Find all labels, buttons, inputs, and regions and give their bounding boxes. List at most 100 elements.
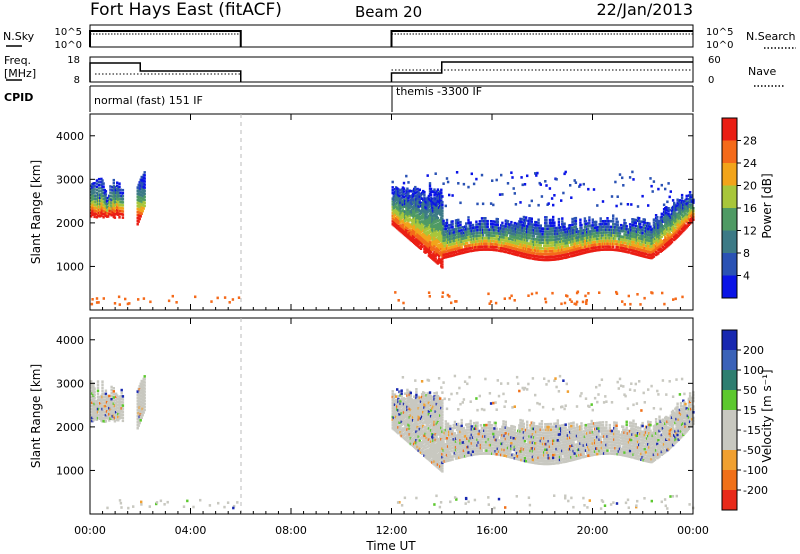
power-cell-3475 — [667, 226, 670, 230]
power-cell-3809 — [175, 301, 178, 304]
power-cell-3022 — [624, 230, 627, 234]
power-cell-3381 — [659, 247, 662, 251]
power-cell-2341 — [552, 215, 555, 219]
power-cell-2205 — [540, 195, 544, 198]
power-cell-2187 — [539, 244, 542, 247]
power-cell-1285 — [446, 180, 450, 184]
power-cell-3729 — [672, 298, 675, 301]
power-cell-1321 — [451, 251, 454, 254]
power-cell-1 — [90, 212, 93, 215]
power-cell-3123 — [634, 218, 637, 222]
power-cell-2064 — [528, 204, 531, 207]
power-cell-936 — [427, 206, 431, 209]
power-cell-41 — [93, 191, 96, 194]
velocity-cell-1010 — [432, 416, 435, 420]
power-cell-3165 — [639, 239, 642, 243]
power-cell-1491 — [469, 235, 472, 239]
power-cell-98 — [100, 202, 103, 205]
power-cell-3805 — [137, 298, 140, 301]
power-cell-3727 — [397, 299, 400, 302]
power-cell-2713 — [588, 219, 591, 222]
power-cell-2644 — [581, 246, 584, 249]
power-cell-1916 — [517, 253, 520, 257]
power-cell-861 — [423, 190, 426, 194]
power-cell-2587 — [574, 219, 578, 223]
power-cell-3777 — [535, 291, 538, 295]
power-cell-556 — [403, 202, 407, 206]
velocity-cell-555 — [406, 425, 409, 429]
nave-label: Nave — [748, 65, 776, 78]
power-cell-2200 — [540, 247, 544, 250]
power-cell-260 — [118, 185, 121, 189]
power-cell-3279 — [649, 225, 652, 229]
power-cell-1695 — [493, 248, 496, 252]
power-ytick-label-2: 3000 — [56, 173, 84, 186]
power-cell-972 — [429, 233, 433, 237]
velocity-cell-533 — [403, 400, 407, 404]
power-cell-381 — [143, 192, 146, 195]
velocity-cell-351 — [142, 411, 145, 414]
power-cell-1335 — [452, 251, 455, 254]
power-cell-1694 — [492, 203, 495, 207]
power-cell-3703 — [690, 209, 693, 213]
power-cell-3774 — [510, 294, 513, 298]
power-cell-42 — [93, 188, 96, 191]
power-cell-1214 — [441, 217, 444, 221]
power-cell-2859 — [605, 231, 608, 234]
power-cell-2742 — [591, 224, 594, 227]
power-cell-2935 — [614, 180, 617, 184]
velocity-cell-926 — [427, 398, 431, 402]
power-cell-980 — [429, 210, 433, 214]
velocity-cell-365 — [143, 402, 146, 406]
power-cell-3759 — [568, 298, 572, 301]
velocity-cell-207 — [113, 416, 117, 420]
velocity-cell-872 — [425, 425, 428, 428]
velocity-cell-61 — [95, 406, 99, 409]
power-cell-2468 — [563, 225, 566, 228]
power-cell-2342 — [552, 203, 555, 207]
velocity-cell-125 — [102, 392, 105, 395]
power-cell-3742 — [428, 295, 431, 298]
power-cell-1198 — [441, 263, 444, 266]
power-cell-1414 — [460, 246, 463, 249]
power-cell-94 — [100, 214, 103, 217]
power-cell-177 — [109, 191, 112, 194]
power-cell-236 — [116, 190, 119, 194]
power-cell-1217 — [441, 209, 444, 212]
power-cell-3025 — [624, 222, 627, 225]
velocity-cell-91 — [99, 399, 102, 402]
power-cell-2658 — [582, 182, 585, 186]
power-cell-1990 — [522, 229, 526, 233]
power-cell-1597 — [481, 242, 485, 246]
power-cell-385 — [143, 180, 146, 183]
power-cell-1504 — [470, 172, 473, 176]
power-cell-2768 — [595, 246, 598, 249]
power-cell-3799 — [210, 300, 213, 303]
power-cell-1258 — [444, 227, 447, 231]
cpid-segment-1: normal (fast) 151 IF — [94, 94, 203, 107]
noise-sky-trace-2 — [390, 30, 693, 47]
velocity-cell-174 — [109, 408, 112, 411]
power-cell-2103 — [531, 223, 535, 226]
velocity-cell-792 — [420, 426, 424, 430]
power-cell-2069 — [529, 245, 532, 249]
velocity-cell-59 — [95, 412, 99, 415]
power-cell-3395 — [660, 235, 663, 238]
power-cell-1783 — [503, 244, 506, 248]
power-cell-3604 — [678, 199, 682, 202]
power-cell-1398 — [458, 229, 461, 233]
power-cell-1331 — [451, 223, 454, 226]
velocity-cell-269 — [121, 407, 125, 410]
power-cell-380 — [143, 195, 146, 198]
power-cell-1561 — [477, 225, 480, 229]
power-cell-1054 — [433, 194, 436, 197]
power-cell-546 — [403, 233, 407, 237]
power-cell-1235 — [442, 182, 445, 185]
power-cell-3748 — [503, 297, 506, 300]
velocity-cell-371 — [143, 384, 146, 387]
power-cell-3192 — [641, 194, 644, 198]
power-cell-284 — [121, 198, 125, 201]
power-cell-382 — [143, 189, 146, 192]
velocity-cell-535 — [403, 392, 407, 395]
power-cell-3453 — [665, 211, 668, 215]
